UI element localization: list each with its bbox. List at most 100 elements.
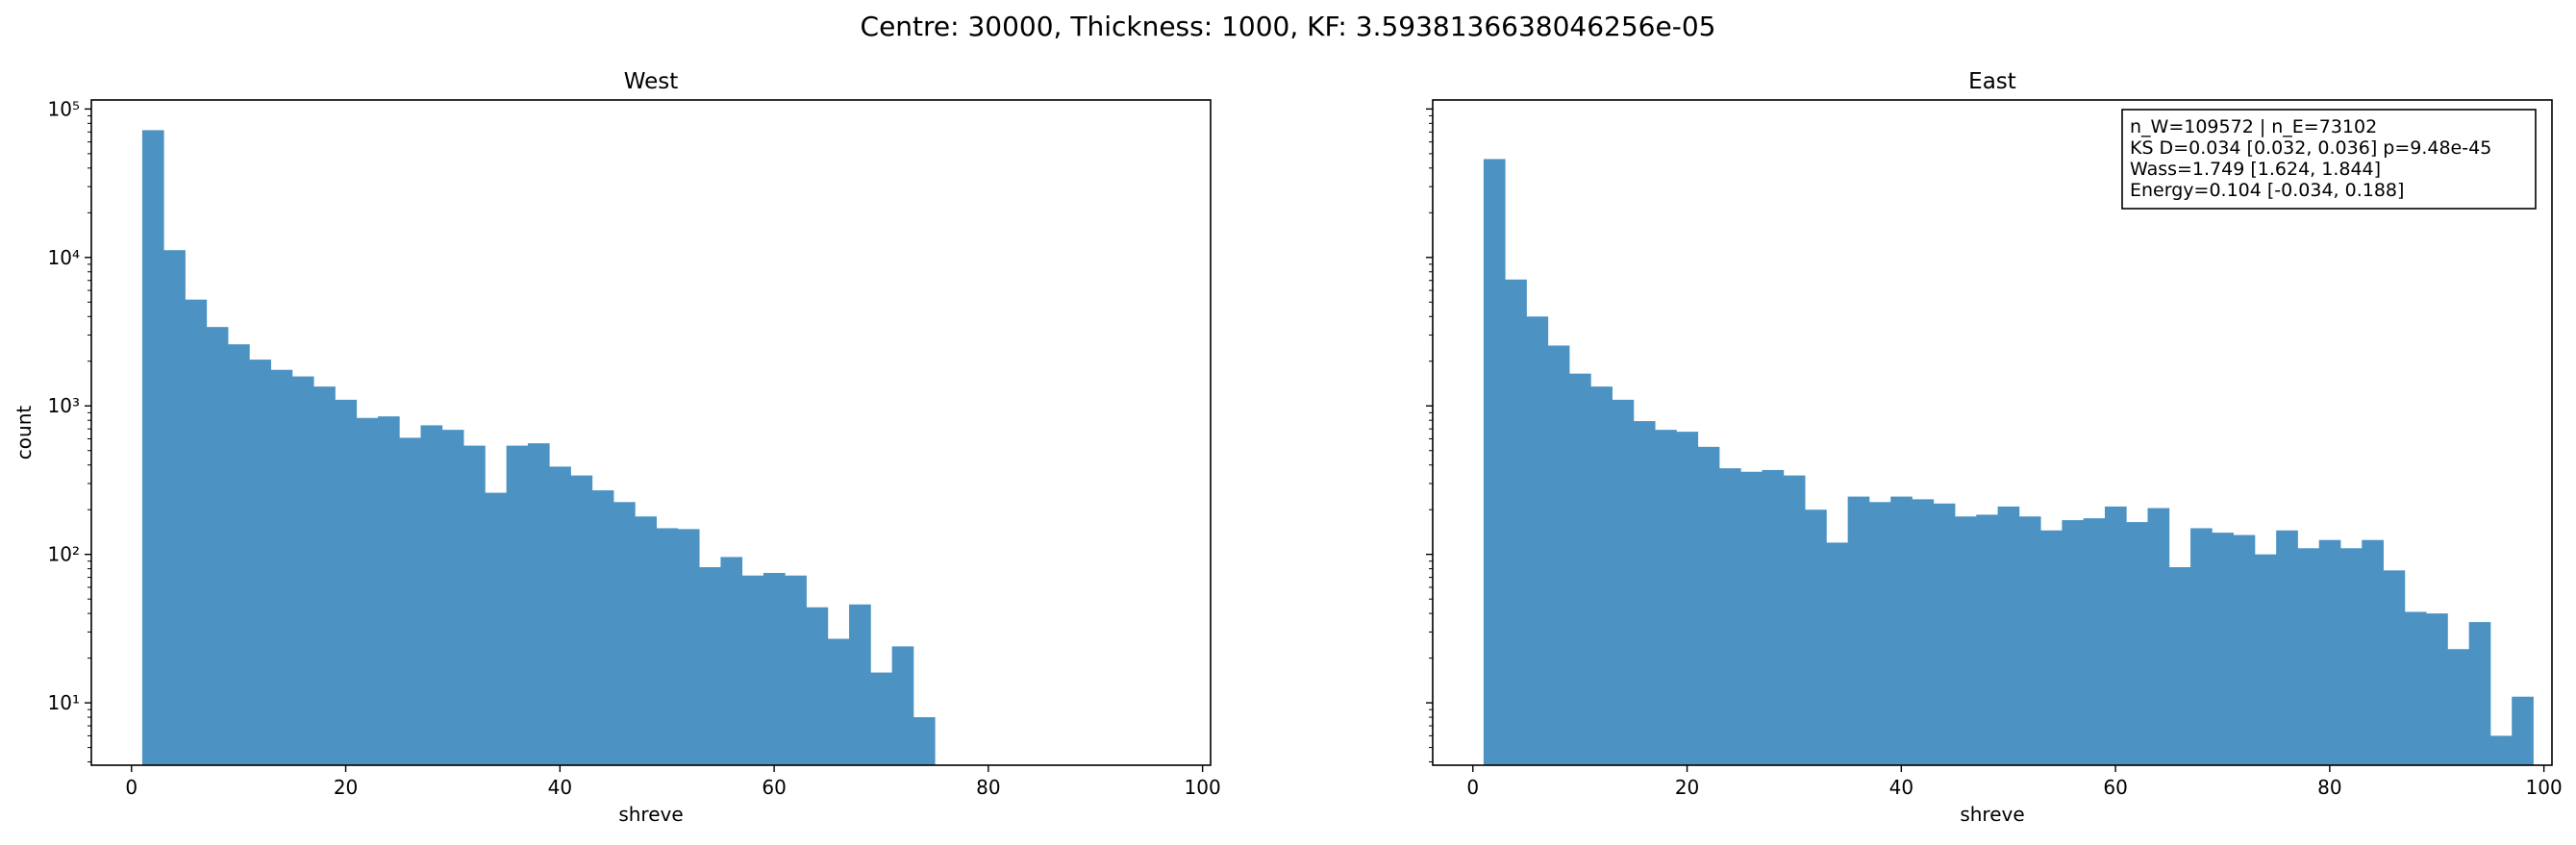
histogram-bar [2468,622,2491,765]
histogram-bar [1526,316,1549,765]
histogram-bar [2083,518,2106,765]
histogram-bar [249,360,271,765]
histogram-bar [741,575,764,765]
x-tick-label: 40 [1889,776,1913,799]
histogram-bar [891,646,914,765]
histogram-bar [1569,373,1591,765]
histogram-bar [1718,468,1741,765]
histogram-bar [549,466,571,765]
histogram-bar [1890,496,1913,765]
x-tick-label: 20 [334,776,358,799]
histogram-bar [806,607,829,765]
histogram-bar [2512,696,2534,765]
histogram-bar [1633,421,1656,765]
histogram-bar [656,528,679,765]
histogram-bar [1740,471,1763,765]
histogram-bar [2126,522,2148,765]
histogram-bar [591,490,614,765]
histogram-bar [677,529,700,765]
stats-annotation-line: KS D=0.034 [0.032, 0.036] p=9.48e-45 [2130,137,2491,159]
y-tick-label: 10² [48,543,80,566]
histogram-bar [2276,530,2298,765]
y-tick-label: 10⁴ [48,246,80,269]
histogram-bar [163,250,186,766]
histogram-bar [1955,516,1977,765]
histogram-bar [2040,530,2063,765]
histogram-bar [1976,514,1998,765]
y-tick-label: 10³ [48,394,80,417]
x-tick-label: 100 [2526,776,2563,799]
east-histogram: 0 20 40 60 80 100 East shreve n_W=109572 | n_E=7… [1426,69,2563,826]
histogram-bar [270,369,293,765]
histogram-bar [2147,508,2170,765]
histogram-bar [141,130,164,765]
histogram-bar [2168,566,2191,765]
histogram-bar [2190,528,2213,765]
histogram-bar [377,416,400,765]
histogram-bar [356,417,379,765]
histogram-bar [527,443,550,765]
histogram-bar [613,502,636,765]
x-tick-label: 80 [976,776,1000,799]
x-tick-label: 100 [1185,776,1221,799]
histogram-bar [185,299,208,765]
histogram-bar [506,445,529,765]
x-tick-label: 80 [2317,776,2341,799]
histogram-bar [2383,570,2406,765]
stats-annotation-line: Energy=0.104 [-0.034, 0.188] [2130,180,2404,201]
histogram-bar [763,572,786,765]
panel-title: West [624,69,679,94]
histogram-bar [849,604,871,765]
histogram-bar [206,327,229,765]
histogram-bar [1505,279,1527,765]
histogram-bar [291,376,314,765]
histogram-bar [1847,496,1870,765]
histogram-bar [2062,520,2085,765]
histogram-bar [1762,469,1785,765]
histogram-bar [335,399,358,765]
histogram-bar [1590,386,1613,765]
histogram-bar [2447,649,2470,765]
x-axis-label: shreve [1960,803,2024,826]
histogram-bar [785,575,807,765]
x-tick-label: 0 [1466,776,1479,799]
axes-frame [1432,99,2553,766]
histogram-bar [1933,503,1956,765]
histogram-bar [1826,542,1849,765]
x-tick-label: 60 [2103,776,2127,799]
histogram-bar [399,437,421,765]
x-tick-label: 0 [125,776,138,799]
histogram-bar [2362,539,2384,765]
histogram-bar [485,492,508,765]
histogram-bar [699,566,721,765]
histogram-bar [870,672,893,765]
histogram-bar [2233,534,2256,765]
histogram-bar [313,386,336,765]
figure-title: Centre: 30000, Thickness: 1000, KF: 3.59… [861,11,1716,42]
histogram-bar [2212,533,2235,765]
histogram-bar [2297,548,2320,765]
histogram-bar [720,557,743,765]
histogram-bar [420,425,443,765]
histogram-bar [2318,539,2341,765]
histogram-bar [1655,430,1677,765]
histogram-bar [1547,345,1570,765]
histogram-bar [827,638,850,765]
histogram-bar [1783,475,1806,765]
histogram-bar [2018,516,2041,765]
histogram-bar [913,717,936,765]
histogram-bar [570,475,593,765]
stats-annotation-box [2121,109,2537,210]
panel-title: East [1968,69,2016,94]
histogram-bar [463,445,486,765]
x-tick-label: 20 [1675,776,1699,799]
histogram-bar [2489,735,2513,765]
x-tick-label: 60 [762,776,786,799]
histogram-bar [635,516,657,765]
histogram-bar [2104,506,2127,765]
histogram-bar [1612,399,1635,765]
axes-frame [90,99,1212,766]
histogram-bar [1697,446,1720,765]
y-axis-label: count [13,406,36,460]
